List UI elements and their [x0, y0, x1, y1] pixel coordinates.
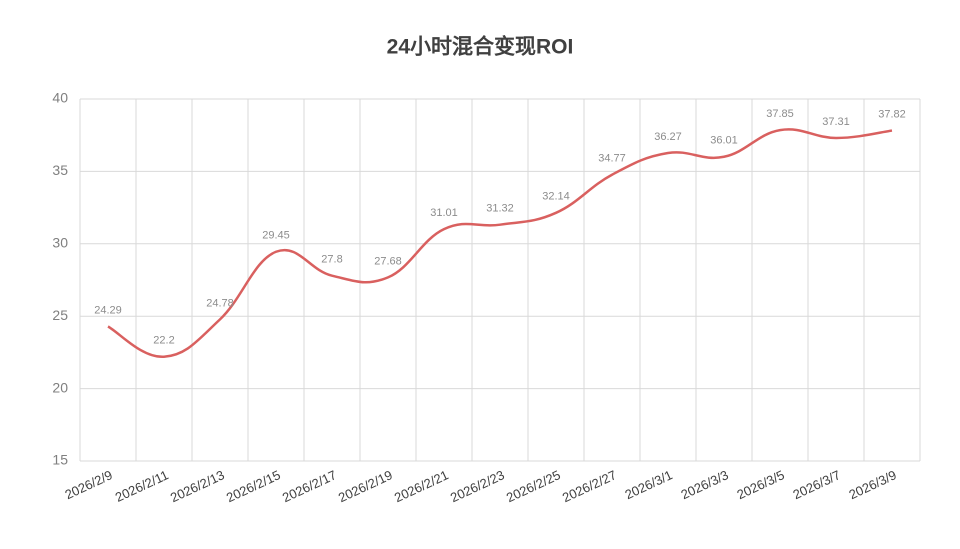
x-tick-label: 2026/2/25	[504, 467, 563, 505]
x-tick-label: 2026/2/27	[560, 467, 619, 505]
data-label: 24.29	[94, 304, 122, 316]
data-label: 37.85	[766, 108, 794, 120]
data-label: 24.78	[206, 297, 234, 309]
y-tick-label: 25	[52, 307, 68, 323]
x-tick-label: 2026/3/9	[847, 467, 899, 502]
x-tick-label: 2026/3/7	[791, 467, 843, 502]
y-tick-label: 40	[52, 90, 68, 106]
y-tick-label: 20	[52, 379, 68, 395]
data-label: 27.68	[374, 255, 402, 267]
x-tick-label: 2026/2/23	[448, 467, 507, 505]
data-label: 22.2	[153, 335, 174, 347]
line-series	[107, 128, 893, 358]
x-tick-label: 2026/3/3	[679, 467, 731, 502]
x-tick-label: 2026/3/5	[735, 467, 787, 502]
y-tick-label: 30	[52, 235, 68, 251]
x-tick-label: 2026/2/15	[224, 467, 283, 505]
chart-title: 24小时混合变现ROI	[387, 35, 574, 59]
data-label: 29.45	[262, 230, 290, 242]
data-label: 36.01	[710, 135, 738, 147]
data-label: 32.14	[542, 191, 570, 203]
data-label: 31.01	[430, 207, 458, 219]
data-label: 31.32	[486, 203, 514, 215]
x-tick-label: 2026/2/13	[168, 467, 227, 505]
data-label: 27.8	[321, 254, 342, 266]
x-tick-label: 2026/3/1	[623, 467, 675, 502]
x-tick-label: 2026/2/19	[336, 467, 395, 505]
x-tick-label: 2026/2/17	[280, 467, 339, 505]
data-label: 37.31	[822, 116, 850, 128]
data-label: 36.27	[654, 131, 682, 143]
y-tick-label: 15	[52, 452, 68, 468]
x-tick-label: 2026/2/21	[392, 467, 451, 505]
y-tick-label: 35	[52, 162, 68, 178]
data-label: 37.82	[878, 108, 906, 120]
data-label: 34.77	[598, 153, 626, 165]
x-tick-label: 2026/2/9	[63, 467, 115, 502]
x-tick-label: 2026/2/11	[113, 467, 171, 505]
